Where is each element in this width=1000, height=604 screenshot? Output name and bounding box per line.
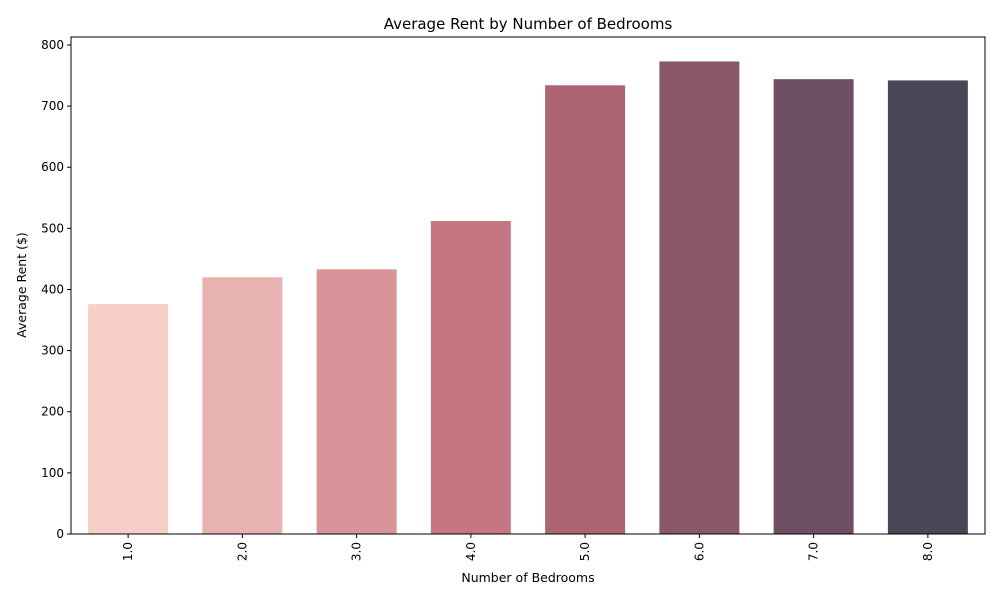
x-tick-label: 3.0 — [350, 542, 364, 561]
x-tick-label: 7.0 — [807, 542, 821, 561]
chart-title: Average Rent by Number of Bedrooms — [384, 15, 673, 33]
x-tick-label: 1.0 — [121, 542, 135, 561]
bar-6 — [659, 61, 740, 535]
bar-2 — [202, 277, 283, 534]
y-tick-label: 600 — [41, 160, 64, 174]
y-tick-label: 800 — [41, 38, 64, 52]
y-tick-label: 100 — [41, 466, 64, 480]
bar-1 — [88, 304, 169, 534]
x-axis-ticks: 1.0 2.0 3.0 4.0 5.0 6.0 7.0 8.0 — [121, 534, 935, 561]
x-tick-label: 8.0 — [921, 542, 935, 561]
x-tick-label: 4.0 — [464, 542, 478, 561]
bars-group — [88, 61, 968, 535]
bar-8 — [887, 80, 968, 534]
y-tick-label: 0 — [56, 527, 64, 541]
x-tick-label: 6.0 — [692, 542, 706, 561]
bar-5 — [545, 85, 626, 534]
x-tick-label: 2.0 — [235, 542, 249, 561]
bar-7 — [773, 79, 854, 534]
x-tick-label: 5.0 — [578, 542, 592, 561]
y-axis-ticks: 0 100 200 300 400 500 600 700 800 — [41, 38, 71, 541]
y-axis-label: Average Rent ($) — [14, 232, 29, 338]
bar-4 — [430, 221, 511, 534]
bar-3 — [316, 269, 397, 534]
y-tick-label: 200 — [41, 405, 64, 419]
y-tick-label: 400 — [41, 282, 64, 296]
x-axis-label: Number of Bedrooms — [461, 570, 594, 585]
plot-frame — [70, 36, 986, 535]
y-tick-label: 300 — [41, 344, 64, 358]
y-tick-label: 700 — [41, 99, 64, 113]
y-tick-label: 500 — [41, 221, 64, 235]
